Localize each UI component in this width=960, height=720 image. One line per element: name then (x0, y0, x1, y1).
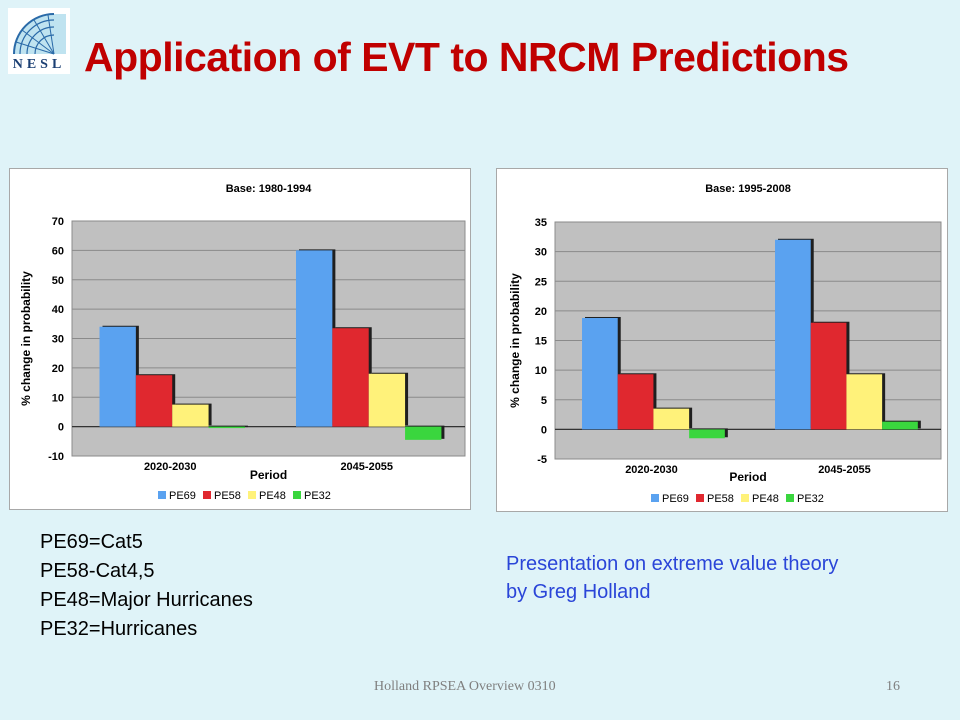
x-tick-label: 2045-2055 (340, 461, 393, 473)
y-tick-label: 40 (52, 304, 64, 316)
bar-pe32-2020-2030 (208, 426, 245, 429)
bar-pe48-2020-2030 (172, 404, 209, 427)
bar-pe69-2020-2030 (582, 317, 618, 430)
x-axis-title: Period (729, 470, 766, 484)
chart-title: Base: 1980-1994 (226, 183, 313, 195)
y-axis-title: % change in probability (19, 271, 33, 406)
y-tick-label: 10 (52, 392, 64, 404)
y-tick-label: 50 (52, 275, 64, 287)
bar-pe48-2020-2030 (653, 408, 690, 430)
bar-pe48-2045-2055 (846, 374, 883, 430)
logo-text: NESL (12, 57, 66, 72)
chart-svg-left: Base: 1980-1994 -10 0 10 20 30 40 50 60 70 2020-20… (19, 183, 466, 502)
legend-swatch-pe48 (248, 491, 256, 499)
legend-label-pe58: PE58 (214, 490, 241, 502)
bar-pe69-2045-2055 (296, 250, 333, 427)
note-line-2: by Greg Holland (506, 581, 651, 603)
bar-pe69-2020-2030 (99, 326, 136, 427)
y-tick-label: 10 (535, 365, 547, 377)
legend-label-pe48: PE48 (752, 493, 779, 505)
y-tick-label: 35 (535, 217, 547, 229)
y-tick-label: 30 (535, 247, 547, 259)
bar-pe32-2045-2055 (882, 421, 918, 430)
x-tick-label: 2045-2055 (818, 464, 871, 476)
legend-label-pe58: PE58 (707, 493, 734, 505)
chart-base-1995-2008: Base: 1995-2008 -5 0 5 10 15 20 25 30 35 2020-2030… (496, 168, 948, 512)
bar-pe69-2045-2055 (775, 239, 811, 430)
legend-swatch-pe69 (158, 491, 166, 499)
legend-label-pe48: PE48 (259, 490, 286, 502)
y-tick-label: 0 (541, 424, 547, 436)
bar-pe32-2045-2055 (405, 426, 442, 440)
legend-swatch-pe48 (741, 494, 749, 502)
chart-title: Base: 1995-2008 (705, 183, 791, 195)
legend-swatch-pe69 (651, 494, 659, 502)
presentation-note: Presentation on extreme value theory by … (506, 550, 838, 606)
y-tick-label: 25 (535, 276, 547, 288)
y-tick-label: 5 (541, 395, 547, 407)
y-tick-label: 60 (52, 245, 64, 257)
x-tick-label: 2020-2030 (625, 464, 678, 476)
bar-pe58-2020-2030 (617, 374, 654, 430)
note-line-1: Presentation on extreme value theory (506, 553, 839, 575)
y-tick-label: 70 (52, 216, 64, 228)
definition-pe69: PE69=Cat5 (40, 531, 143, 553)
x-tick-label: 2020-2030 (144, 461, 197, 473)
chart-base-1980-1994: Base: 1980-1994 -10 0 10 20 30 40 50 60 70 2020-20… (9, 168, 471, 510)
x-axis-title: Period (250, 468, 287, 482)
y-tick-label: -10 (48, 451, 64, 463)
chart-svg-right: Base: 1995-2008 -5 0 5 10 15 20 25 30 35 2020-2030… (508, 183, 942, 505)
legend-label-pe32: PE32 (797, 493, 824, 505)
globe-icon (8, 8, 70, 58)
y-tick-label: -5 (537, 454, 547, 466)
legend-label-pe69: PE69 (169, 490, 196, 502)
legend-label-pe69: PE69 (662, 493, 689, 505)
bar-shadow-pe32 (211, 425, 248, 428)
y-tick-label: 20 (535, 306, 547, 318)
legend-swatch-pe32 (293, 491, 301, 499)
y-tick-label: 20 (52, 363, 64, 375)
legend-label-pe32: PE32 (304, 490, 331, 502)
y-tick-label: 0 (58, 422, 64, 434)
bar-pe32-2020-2030 (689, 429, 725, 439)
legend-swatch-pe32 (786, 494, 794, 502)
series-definitions: PE69=Cat5 PE58-Cat4,5 PE48=Major Hurrica… (40, 528, 253, 644)
bar-pe58-2045-2055 (332, 328, 369, 427)
page-number: 16 (886, 679, 900, 694)
footer-text: Holland RPSEA Overview 0310 (374, 679, 556, 694)
y-axis-title: % change in probability (508, 273, 522, 408)
legend-swatch-pe58 (203, 491, 211, 499)
bar-pe48-2045-2055 (368, 373, 406, 427)
y-tick-label: 15 (535, 336, 547, 348)
slide-title: Application of EVT to NRCM Predictions (84, 34, 849, 80)
definition-pe48: PE48=Major Hurricanes (40, 589, 253, 611)
definition-pe32: PE32=Hurricanes (40, 618, 198, 640)
legend-swatch-pe58 (696, 494, 704, 502)
definition-pe58: PE58-Cat4,5 (40, 560, 155, 582)
bar-pe58-2045-2055 (810, 322, 847, 430)
bar-pe58-2020-2030 (135, 375, 173, 427)
nesl-logo: NESL (8, 8, 70, 74)
y-tick-label: 30 (52, 334, 64, 346)
